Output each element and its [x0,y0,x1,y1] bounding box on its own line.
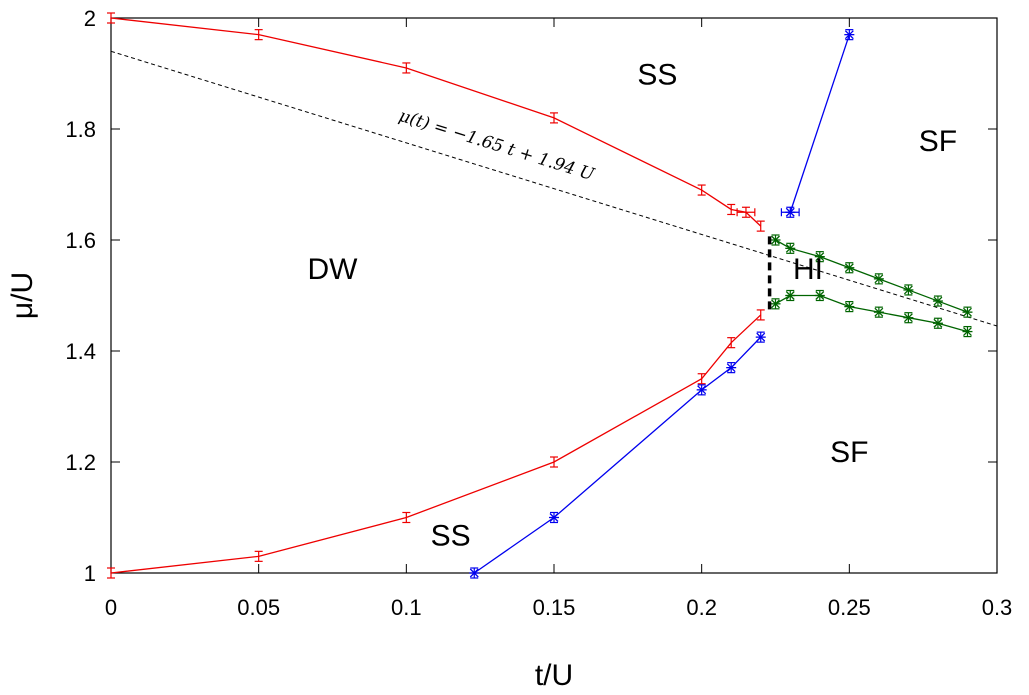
data-point [844,301,855,313]
x-axis-label: t/U [535,659,573,692]
data-point [727,203,736,216]
series-4 [770,234,973,318]
series-line [473,336,762,574]
x-tick-label: 0.2 [686,595,717,620]
region-label-ss: SS [637,59,677,92]
y-axis-label: μ/U [6,272,39,319]
x-axis-ticks: 0 0.05 0.1 0.15 0.2 0.25 0.3 [105,18,1012,620]
data-point [469,567,480,579]
x-tick-label: 0.25 [828,595,871,620]
data-point [873,306,884,318]
data-point [254,550,263,562]
region-label-dw: DW [308,253,359,286]
data-point [785,289,796,302]
data-point [107,567,115,579]
data-point [726,362,737,374]
series-3 [469,331,766,579]
region-label-sf: SF [830,436,868,469]
region-label-ss: SS [431,519,471,552]
data-point [696,384,707,396]
data-point [844,29,855,41]
data-point [770,234,781,246]
y-tick-label: 2 [84,6,96,31]
data-point [903,284,914,296]
reference-line [110,50,998,327]
y-tick-label: 1 [84,561,96,586]
data-point [962,306,973,318]
data-point [785,242,796,254]
data-point [756,220,765,232]
x-tick-label: 0 [105,595,117,620]
data-point [727,337,736,349]
data-point [770,298,781,310]
x-tick-label: 0.15 [533,595,576,620]
data-point [932,317,943,329]
series-line [789,34,850,213]
series-2 [785,29,855,218]
reference-line-path [110,50,998,327]
data-point [873,273,884,285]
x-tick-label: 0.05 [237,595,280,620]
data-point [932,295,943,307]
x-tick-label: 0.3 [982,595,1013,620]
data-point [844,262,855,274]
data-point [254,29,263,41]
region-label-sf: SF [919,125,957,158]
region-label-hi: HI [793,253,823,286]
y-tick-label: 1.6 [65,228,96,253]
y-tick-label: 1.2 [65,450,96,475]
data-point [697,373,706,385]
series-5 [770,289,973,338]
data-point [814,289,825,302]
data-point [755,331,766,343]
y-tick-label: 1.4 [65,339,96,364]
series-1 [107,309,765,579]
data-point [903,312,914,324]
y-axis-ticks: 1 1.2 1.4 1.6 1.8 2 [65,6,997,586]
region-labels: SS SF DW HI SF SS [308,59,958,553]
data-point [962,325,973,338]
data-point [814,251,825,263]
y-tick-label: 1.8 [65,117,96,142]
data-point [107,12,115,24]
data-point [550,112,558,124]
data-point [402,511,411,524]
plot-border [110,17,998,574]
fit-annotation: μ(t) = −1.65 t + 1.94 U [396,106,597,185]
data-point [549,511,559,524]
series-line [775,239,968,313]
data-point [697,184,706,196]
data-point [550,456,558,468]
plot-frame [110,17,998,574]
x-tick-label: 0.1 [391,595,422,620]
data-point [756,309,765,321]
data-point [402,62,411,74]
data-series [107,12,973,579]
